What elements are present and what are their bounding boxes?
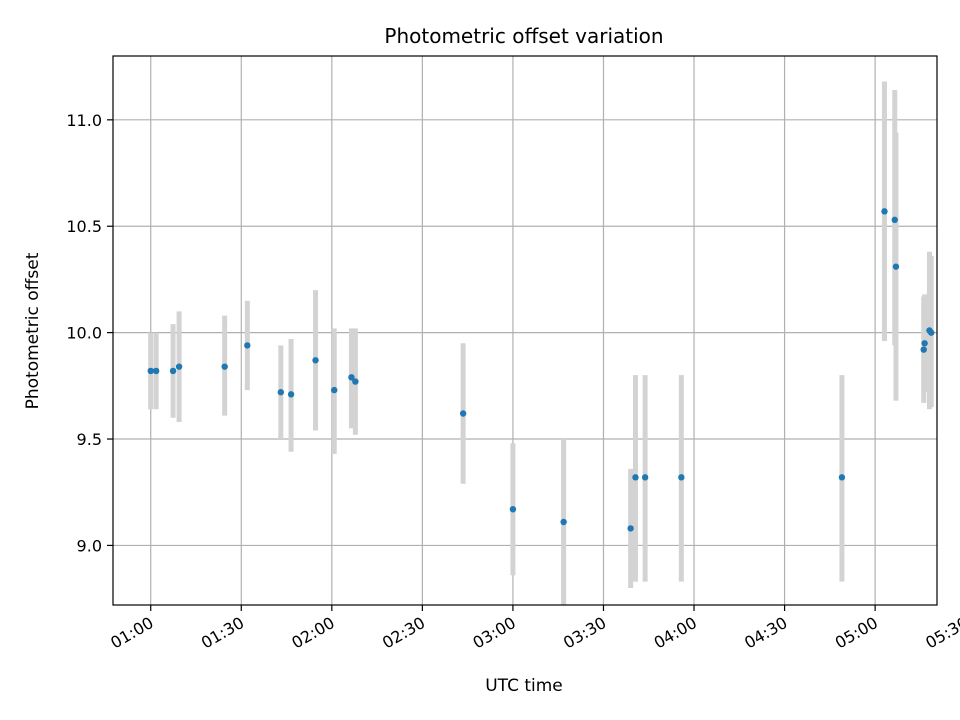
data-point <box>221 363 228 370</box>
data-point <box>152 367 160 375</box>
data-point <box>352 378 359 385</box>
y-tick-label: 9.0 <box>77 536 102 555</box>
data-point <box>892 263 900 270</box>
data-point <box>331 386 338 394</box>
data-point <box>678 474 685 481</box>
data-point <box>277 389 285 396</box>
y-tick-label: 9.5 <box>77 430 102 449</box>
data-point <box>920 346 927 353</box>
data-point <box>921 340 928 347</box>
data-points <box>147 208 935 532</box>
data-point <box>641 474 649 481</box>
data-point <box>175 363 183 370</box>
data-point <box>459 410 467 417</box>
data-point <box>560 518 567 526</box>
y-tick-label: 10.5 <box>66 217 102 236</box>
data-point <box>348 374 355 381</box>
data-point <box>928 329 935 336</box>
data-point <box>881 208 888 215</box>
data-point <box>244 342 251 349</box>
chart-title: Photometric offset variation <box>384 24 663 48</box>
data-point <box>312 357 319 364</box>
plot-area-frame <box>112 55 938 606</box>
data-point <box>509 506 517 513</box>
y-axis-label: Photometric offset <box>23 252 43 409</box>
grid-lines <box>113 56 937 605</box>
data-point <box>632 474 639 481</box>
data-point <box>838 474 846 481</box>
x-axis-label: UTC time <box>485 676 563 696</box>
data-point <box>147 367 154 375</box>
y-tick-label: 11.0 <box>66 111 102 130</box>
data-point <box>169 367 177 375</box>
y-axis-ticks: 9.0 9.5 10.0 10.5 11.0 <box>66 111 113 555</box>
y-tick-label: 10.0 <box>66 324 102 343</box>
data-point <box>891 216 898 224</box>
data-point <box>627 525 634 532</box>
data-point <box>287 391 295 398</box>
